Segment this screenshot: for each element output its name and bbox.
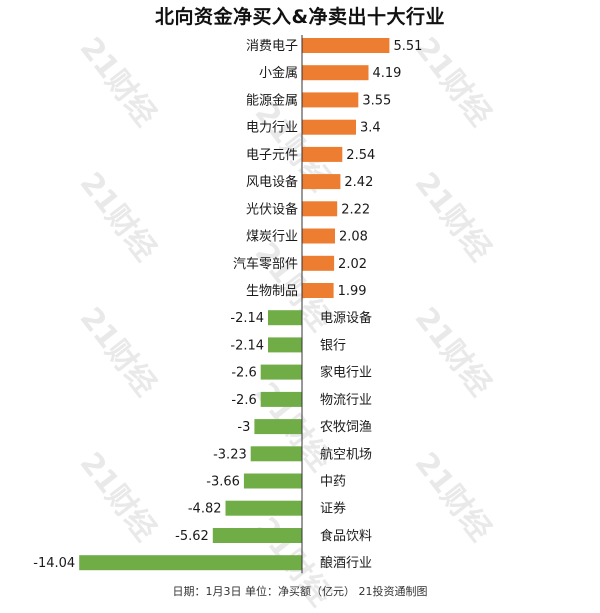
value-label: -2.14 [230, 338, 264, 353]
bar [260, 364, 302, 380]
category-label: 农牧饲渔 [320, 420, 372, 435]
category-label: 证券 [320, 501, 346, 517]
category-label: 消费电子 [246, 39, 298, 54]
value-label: -2.6 [231, 393, 256, 408]
value-label: -3 [237, 420, 250, 435]
value-label: 3.55 [362, 93, 391, 108]
category-label: 食品饮料 [320, 528, 372, 544]
value-label: 3.4 [360, 121, 381, 136]
bar [260, 391, 302, 407]
value-label: -2.14 [230, 311, 264, 326]
bar [302, 146, 343, 162]
value-label: 2.54 [346, 148, 375, 163]
bar [302, 283, 334, 298]
bar [212, 528, 302, 543]
bar-chart: 消费电子 5.51 小金属 4.19 能源金属 3.55 电力行业 3.4 电子元件 2.54 风电… [33, 35, 422, 574]
bar [302, 65, 369, 81]
value-label: 2.22 [341, 202, 370, 217]
bar [268, 310, 302, 326]
value-label: 2.02 [338, 257, 367, 272]
value-label: -3.66 [206, 475, 240, 490]
category-label: 汽车零部件 [233, 256, 298, 272]
bar [225, 500, 302, 516]
category-label: 风电设备 [246, 174, 298, 190]
category-label: 家电行业 [320, 365, 372, 381]
category-label: 煤炭行业 [246, 230, 298, 245]
value-label: 5.51 [393, 39, 422, 54]
value-label: -3.23 [213, 447, 247, 462]
category-label: 酿酒行业 [320, 555, 372, 571]
bar [254, 419, 302, 435]
category-label: 小金属 [259, 65, 298, 81]
bar [302, 174, 341, 190]
bar [302, 255, 335, 271]
bar [268, 337, 302, 353]
category-label: 中药 [320, 475, 346, 490]
value-label: 1.99 [338, 284, 367, 299]
bar [302, 201, 338, 217]
value-label: -4.82 [188, 502, 222, 517]
category-label: 能源金属 [246, 92, 298, 108]
category-label: 银行 [320, 338, 346, 353]
value-label: -14.04 [33, 556, 75, 571]
category-label: 电力行业 [246, 121, 298, 136]
bar [79, 555, 302, 571]
bar [302, 38, 390, 53]
value-label: 2.42 [344, 175, 373, 190]
category-label: 航空机场 [320, 446, 372, 462]
value-label: 2.08 [339, 230, 368, 245]
bar [302, 119, 356, 135]
category-label: 电子元件 [246, 148, 298, 163]
category-label: 物流行业 [320, 393, 372, 408]
chart-footer: 日期：1月3日 单位：净买额（亿元） 21投资通制图 [172, 585, 428, 598]
value-label: -2.6 [231, 366, 256, 381]
bar [302, 92, 359, 108]
category-label: 生物制品 [246, 284, 298, 299]
bar [302, 228, 335, 244]
value-label: -5.62 [175, 529, 209, 544]
category-label: 光伏设备 [246, 201, 298, 217]
value-label: 4.19 [372, 66, 401, 81]
bar [243, 473, 302, 489]
chart-title: 北向资金净买入&净卖出十大行业 [154, 6, 446, 28]
bar [250, 446, 302, 462]
category-label: 电源设备 [320, 310, 372, 326]
